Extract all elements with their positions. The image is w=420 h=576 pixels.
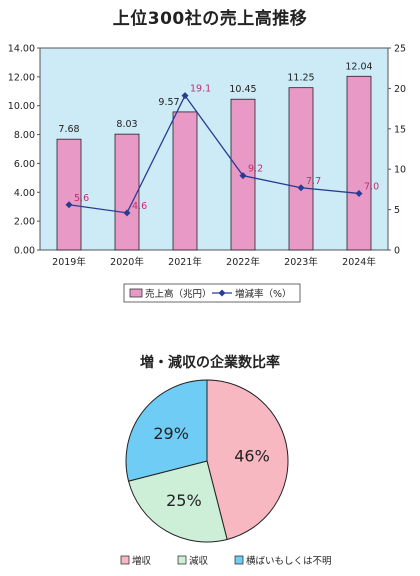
growth-rate-point xyxy=(123,209,131,217)
y-right-tick-label: 10 xyxy=(394,165,406,176)
sales-bar xyxy=(56,138,82,251)
x-tick-label: 2024年 xyxy=(342,256,376,268)
y-right-tick-label: 0 xyxy=(394,246,400,257)
growth-rate-point xyxy=(355,189,363,197)
y-right-tick-label: 20 xyxy=(394,84,406,95)
pie-legend-swatch xyxy=(120,555,130,565)
growth-rate-label: 4.6 xyxy=(132,201,147,212)
sales-bar xyxy=(172,111,198,251)
sales-bar-label: 8.03 xyxy=(116,119,137,130)
y-left-tick-label: 14.00 xyxy=(8,44,35,55)
pie-slice-label: 46% xyxy=(234,446,270,465)
pie-legend-label: 横ばいもしくは不明 xyxy=(246,555,332,567)
pie-slice xyxy=(127,460,228,543)
x-tick-label: 2020年 xyxy=(110,256,144,268)
y-left-tick-label: 8.00 xyxy=(14,130,35,141)
sales-bar-label: 12.04 xyxy=(345,61,372,72)
y-left-tick-label: 6.00 xyxy=(14,159,35,170)
y-left-tick-label: 12.00 xyxy=(8,72,35,83)
growth-rate-point xyxy=(297,184,305,192)
y-left-tick-label: 0.00 xyxy=(14,246,35,257)
sales-combo-chart: 0.00 2.00 4.00 6.00 8.00 10.00 12.00 14.00 0 5 10 1… xyxy=(8,44,406,303)
growth-rate-label: 7.7 xyxy=(306,176,321,187)
growth-rate-label: 19.1 xyxy=(190,84,211,95)
y-right-tick-label: 25 xyxy=(394,44,406,55)
legend-line-marker xyxy=(218,289,226,297)
y-right-tick-label: 5 xyxy=(394,205,400,216)
pie-slice xyxy=(125,379,208,482)
sales-bar-label: 10.45 xyxy=(229,84,256,95)
legend-bar-label: 売上高（兆円） xyxy=(145,288,212,300)
pie-legend-label: 増収 xyxy=(132,555,152,567)
sales-bar xyxy=(346,75,372,251)
growth-rate-line xyxy=(68,94,360,214)
legend-line-label: 増減率（%） xyxy=(235,288,292,300)
y-left-tick-label: 10.00 xyxy=(8,101,35,112)
growth-rate-point xyxy=(65,201,73,209)
growth-rate-point xyxy=(239,172,247,180)
x-tick-label: 2022年 xyxy=(226,256,260,268)
main-chart-title: 上位300社の売上高推移 xyxy=(112,9,308,29)
sales-bar-label: 11.25 xyxy=(287,73,314,84)
sales-bar-label: 7.68 xyxy=(58,124,79,135)
pie-legend-swatch xyxy=(234,555,244,565)
sales-bar xyxy=(288,87,314,251)
sales-bar-label: 9.57 xyxy=(158,97,179,108)
sales-bar xyxy=(114,133,140,251)
pie-chart-title: 増・減収の企業数比率 xyxy=(140,355,280,371)
pie-slice-label: 25% xyxy=(166,491,202,510)
growth-rate-label: 9.2 xyxy=(248,164,263,175)
pie-legend-label: 減収 xyxy=(189,555,209,567)
x-tick-label: 2021年 xyxy=(168,256,202,268)
y-left-tick-label: 4.00 xyxy=(14,188,35,199)
pie-slice xyxy=(206,379,289,541)
growth-rate-label: 7.0 xyxy=(364,181,379,192)
plot-area xyxy=(39,47,389,251)
growth-rate-point xyxy=(181,92,189,100)
legend-bar-swatch xyxy=(129,288,143,298)
growth-rate-label: 5.6 xyxy=(74,193,89,204)
pie-legend-swatch xyxy=(177,555,187,565)
pie-slice-label: 29% xyxy=(153,424,189,443)
y-right-tick-label: 15 xyxy=(394,124,406,135)
x-tick-label: 2023年 xyxy=(284,256,318,268)
x-tick-label: 2019年 xyxy=(52,256,86,268)
y-left-tick-label: 2.00 xyxy=(14,217,35,228)
